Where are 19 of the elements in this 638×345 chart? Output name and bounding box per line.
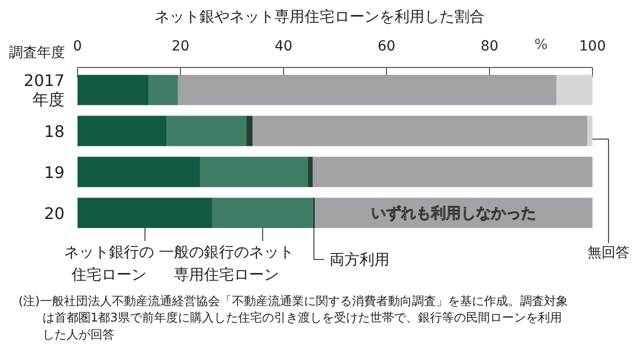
series-label: 一般の銀行のネット専用住宅ローン <box>159 243 294 284</box>
x-tick-label: 20 <box>172 38 190 55</box>
y-tick-label: 2017年度 <box>24 70 64 109</box>
x-tick-label: 40 <box>274 38 292 55</box>
x-tick-label: 60 <box>378 38 396 55</box>
x-tick-label: 80 <box>480 38 498 55</box>
y-tick-label: 19 <box>44 162 64 182</box>
series-label: 両方利用 <box>329 250 390 268</box>
x-tick-label: 0 <box>73 38 82 55</box>
y-tick-label: 20 <box>44 204 64 223</box>
annotation: いずれも利用しなかった <box>371 204 536 222</box>
y-tick-label: 18 <box>44 122 64 141</box>
text: (注)一般社団法人不動産流通経営協会「不動産流通業に関する消費者動向調査」を基に作成。調査対象は首都圏1都3県で前年度に購入した住宅の引き渡しを受けた世帯で、銀行等の民間ローンを利用した人が回答 <box>18 294 568 342</box>
chart-title: ネット銀やネット専用住宅ローンを利用した割合 <box>154 8 484 26</box>
text: 無回答 <box>588 245 630 262</box>
x-axis-title: % <box>534 37 548 54</box>
y-axis-title: 調査年度 <box>9 44 65 61</box>
series-label: ネット銀行の住宅ローン <box>64 243 154 284</box>
x-tick-label: 100 <box>579 38 606 55</box>
